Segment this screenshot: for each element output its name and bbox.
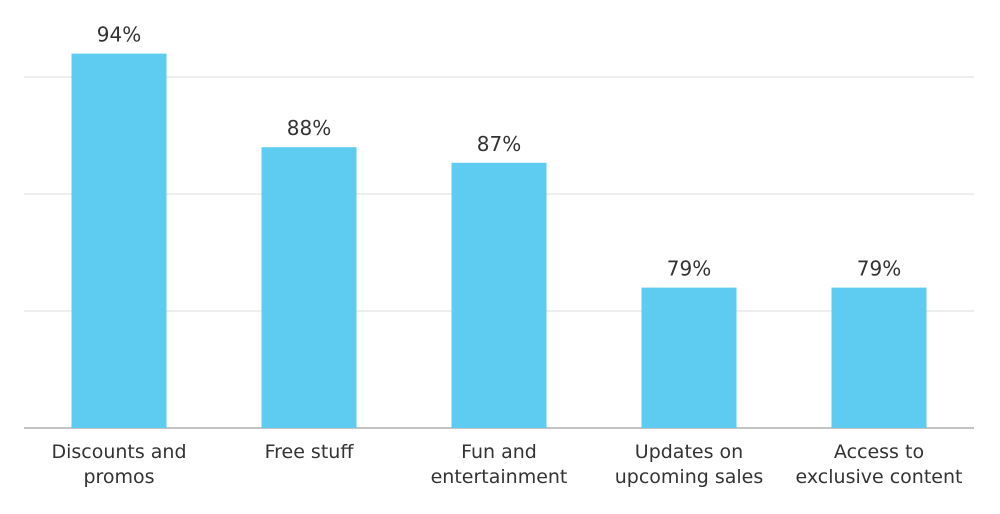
value-label: 79% [857,257,901,281]
bar [831,287,927,428]
value-label: 87% [477,132,521,156]
bar [451,162,547,429]
x-tick-label: Fun and entertainment [430,441,568,488]
x-tick-label: Free stuff [264,441,354,463]
bar [641,287,737,428]
value-label: 94% [97,23,141,47]
value-label: 79% [667,257,711,281]
bar [71,53,167,428]
x-tick-label: Discounts and promos [51,441,187,488]
value-label: 88% [287,116,331,140]
x-tick-label: Access to exclusive content [795,441,963,488]
x-tick-label: Updates on upcoming sales [614,441,764,488]
bar [261,147,357,428]
